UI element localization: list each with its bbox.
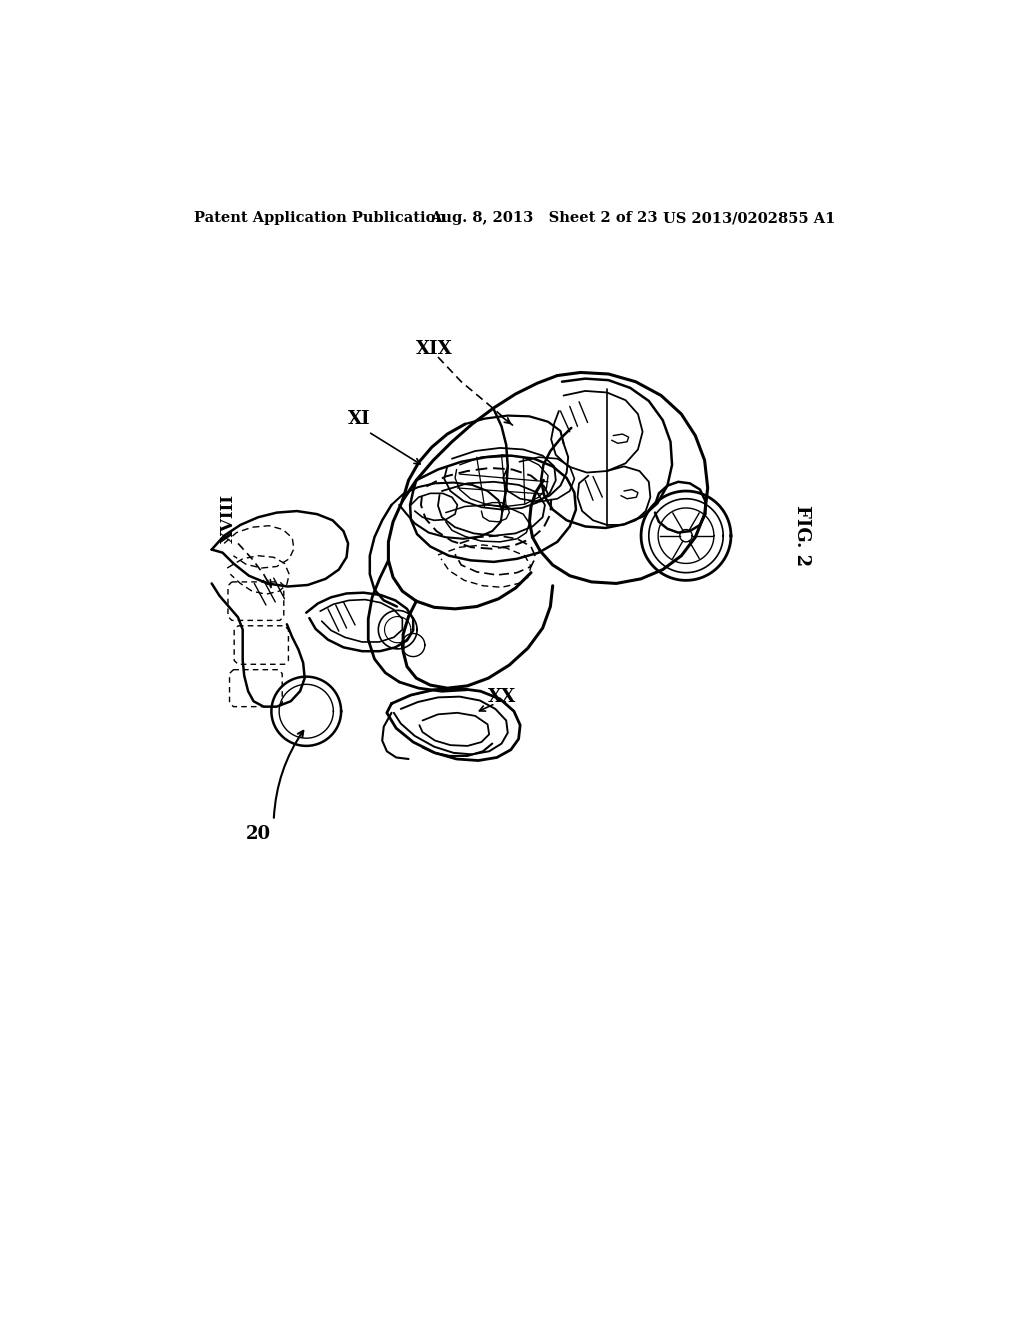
Text: US 2013/0202855 A1: US 2013/0202855 A1 [663, 211, 836, 226]
Text: 20: 20 [246, 825, 270, 843]
Text: Aug. 8, 2013   Sheet 2 of 23: Aug. 8, 2013 Sheet 2 of 23 [430, 211, 657, 226]
Text: XI: XI [347, 409, 371, 428]
Text: XX: XX [487, 689, 516, 706]
Text: XVIII: XVIII [220, 494, 238, 544]
Text: Patent Application Publication: Patent Application Publication [194, 211, 445, 226]
Text: XIX: XIX [416, 341, 453, 358]
Text: FIG. 2: FIG. 2 [794, 506, 811, 566]
